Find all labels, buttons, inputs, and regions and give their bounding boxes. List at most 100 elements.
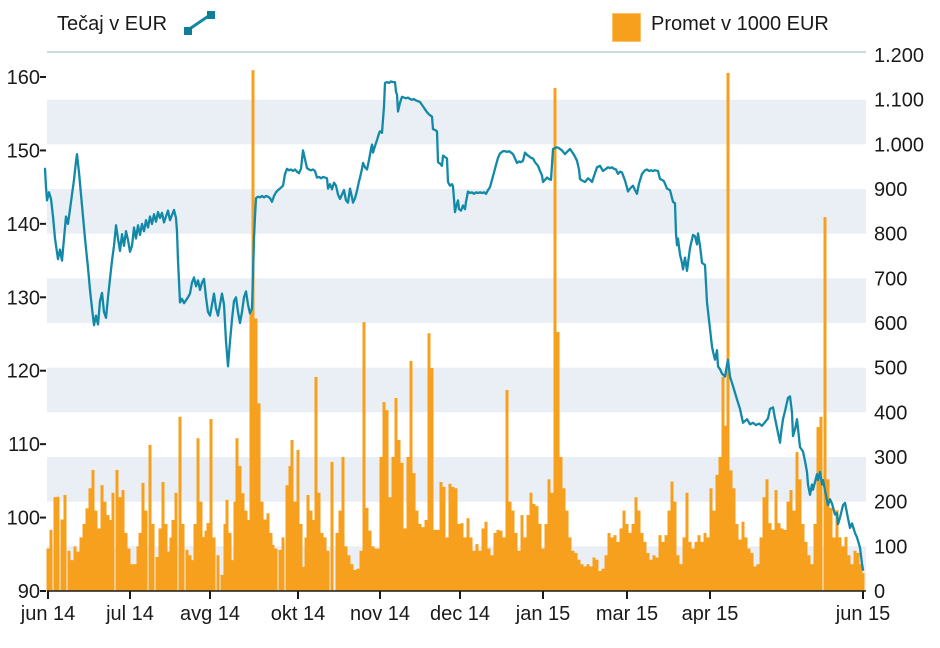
volume-bar	[789, 490, 793, 591]
volume-bar	[254, 318, 258, 591]
x-tick-label: jan 15	[515, 603, 571, 625]
volume-bar	[371, 546, 375, 591]
volume-bar	[577, 559, 581, 591]
volume-bar	[676, 555, 680, 591]
volume-bar	[166, 551, 170, 591]
x-tick-label: apr 15	[682, 603, 739, 625]
volume-bar	[844, 536, 848, 591]
volume-bar	[634, 497, 638, 591]
volume-bar	[487, 548, 491, 591]
volume-bar	[664, 535, 668, 591]
volume-bar	[124, 532, 128, 591]
volume-bar	[257, 403, 261, 591]
volume-bar	[454, 488, 458, 591]
volume-bar	[127, 548, 131, 591]
volume-bar	[158, 528, 162, 591]
volume-bar	[299, 524, 303, 591]
volume-bar	[281, 537, 285, 591]
plot-band	[47, 189, 866, 234]
volume-bar	[478, 550, 482, 591]
volume-bar	[206, 523, 210, 591]
volume-bar	[271, 544, 275, 591]
volume-bar	[341, 457, 345, 591]
y-left-tick-label: 120	[7, 361, 40, 383]
volume-bar	[88, 488, 92, 591]
volume-bar	[661, 541, 665, 591]
volume-bar	[403, 528, 407, 591]
volume-bar	[768, 523, 772, 591]
volume-bar	[212, 537, 216, 591]
volume-bar	[544, 524, 548, 591]
volume-bar	[108, 519, 112, 591]
volume-bar	[230, 560, 234, 591]
volume-bar	[466, 518, 470, 591]
volume-bar	[188, 555, 192, 591]
volume-bar	[326, 550, 330, 591]
volume-bar	[171, 519, 175, 591]
volume-bar	[801, 524, 805, 591]
volume-bar	[640, 532, 644, 591]
volume-bar	[568, 537, 572, 591]
volume-bar	[323, 537, 327, 591]
volume-bar	[121, 490, 125, 591]
volume-bar	[792, 510, 796, 591]
volume-bar	[174, 492, 178, 591]
volume-bar	[496, 529, 500, 591]
volume-bar	[185, 549, 189, 591]
volume-bar	[97, 528, 101, 591]
volume-bar	[246, 519, 250, 591]
volume-bar	[481, 528, 485, 591]
volume-bar	[762, 497, 766, 591]
price-line	[43, 80, 865, 571]
volume-bar	[448, 483, 452, 591]
volume-bar	[580, 564, 584, 591]
volume-bar	[311, 519, 315, 591]
volume-bar	[670, 481, 674, 591]
x-tick-label: dec 14	[430, 603, 490, 625]
x-tick-label: nov 14	[350, 603, 410, 625]
volume-bar	[559, 457, 563, 591]
volume-bar	[60, 519, 64, 591]
volume-bar	[141, 482, 145, 591]
volume-bar	[111, 492, 115, 591]
volume-bar	[362, 322, 366, 591]
y-right-tick-label: 600	[874, 313, 907, 335]
volume-bar	[520, 515, 524, 591]
y-right-tick-label: 0	[874, 581, 885, 603]
volume-bar	[359, 550, 363, 591]
volume-bar	[317, 492, 321, 591]
volume-bar	[706, 537, 710, 591]
volume-bar	[628, 532, 632, 591]
volume-bar	[233, 501, 237, 591]
volume-bar	[439, 482, 443, 591]
volume-bar	[819, 416, 823, 591]
volume-bar	[679, 564, 683, 591]
y-left-tick-label: 90	[18, 581, 40, 603]
volume-bar	[274, 548, 278, 591]
volume-bar	[178, 416, 182, 591]
volume-bar	[826, 479, 830, 591]
volume-bar	[738, 539, 742, 591]
volume-bar	[296, 449, 300, 591]
volume-bar	[445, 537, 449, 591]
volume-bar	[571, 550, 575, 591]
volume-bar	[201, 536, 205, 591]
volume-bar	[493, 532, 497, 591]
volume-bar	[625, 524, 629, 591]
y-right-tick-label: 400	[874, 402, 907, 424]
volume-bar	[658, 535, 662, 591]
volume-bar	[574, 553, 578, 591]
volume-bar	[556, 331, 560, 591]
volume-bar	[288, 465, 292, 591]
volume-bar	[79, 537, 83, 591]
volume-bar	[155, 557, 159, 591]
x-tick-label: jun 15	[835, 603, 891, 625]
volume-bar	[103, 501, 107, 591]
volume-bar	[427, 333, 431, 591]
volume-bar	[269, 532, 273, 591]
volume-bar	[850, 564, 854, 591]
volume-bar	[735, 524, 739, 591]
y-right-tick-label: 900	[874, 179, 907, 201]
volume-bar	[169, 537, 173, 591]
x-tick-label: mar 15	[596, 603, 658, 625]
